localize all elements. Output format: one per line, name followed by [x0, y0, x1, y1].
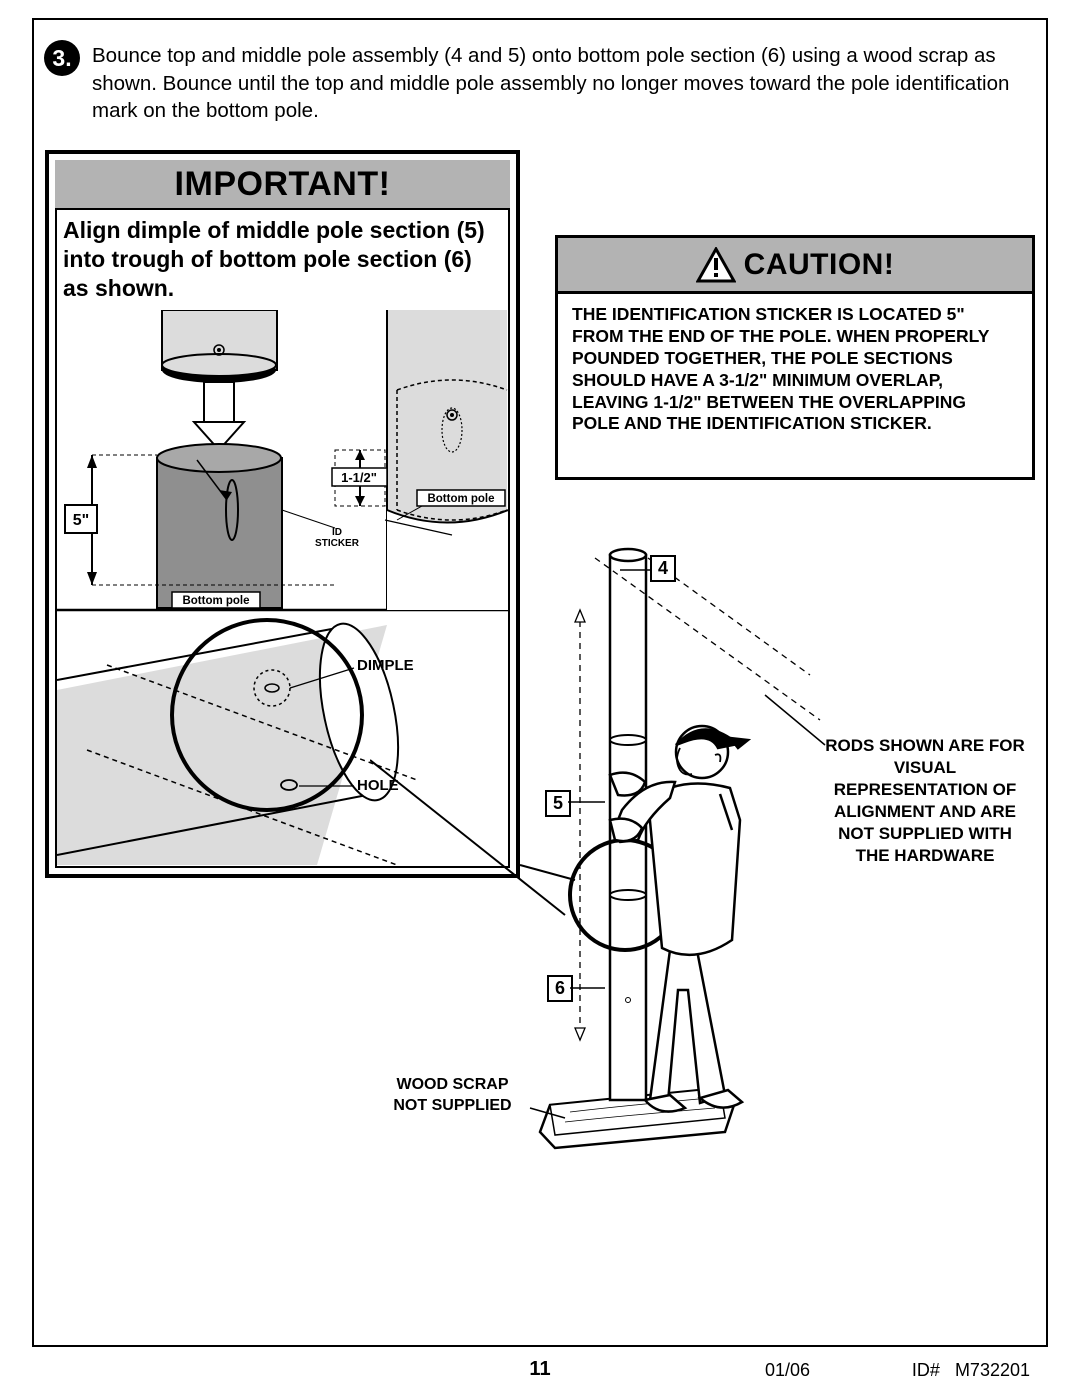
five-inch-label: 5": [73, 512, 89, 529]
warning-triangle-icon: [696, 247, 736, 283]
page: 3. Bounce top and middle pole assembly (…: [0, 0, 1080, 1397]
bottom-pole-label-1: Bottom pole: [182, 595, 249, 607]
wood-scrap-line2: NOT SUPPLIED: [393, 1097, 511, 1114]
rods-note: RODS SHOWN ARE FOR VISUAL REPRESENTATION…: [825, 735, 1025, 868]
footer-id: ID# M732201: [912, 1360, 1030, 1381]
footer-id-label: ID#: [912, 1360, 940, 1380]
caution-header: CAUTION!: [558, 238, 1032, 294]
callout-4: 4: [650, 555, 676, 582]
wood-scrap-line1: WOOD SCRAP: [397, 1076, 509, 1093]
id-sticker-label-2: STICKER: [315, 538, 360, 549]
important-subtitle: Align dimple of middle pole section (5) …: [63, 216, 502, 302]
dimple-hole-detail: [57, 617, 417, 865]
caution-panel: CAUTION! THE IDENTIFICATION STICKER IS L…: [555, 235, 1035, 480]
footer-id-value: M732201: [955, 1360, 1030, 1380]
important-title: IMPORTANT!: [55, 160, 510, 210]
bottom-pole-label-2: Bottom pole: [427, 493, 494, 505]
one-half-label: 1-1/2": [341, 470, 377, 485]
pole-insert-detail: [157, 310, 282, 608]
step-number-badge: 3.: [44, 40, 80, 76]
caution-title: CAUTION!: [744, 248, 895, 282]
wood-scrap-label: WOOD SCRAP NOT SUPPLIED: [375, 1075, 530, 1117]
callout-5: 5: [545, 790, 571, 817]
caution-body-text: THE IDENTIFICATION STICKER IS LOCATED 5"…: [558, 294, 1032, 445]
id-sticker-label-1: ID: [332, 527, 342, 538]
callout-6: 6: [547, 975, 573, 1002]
footer-date: 01/06: [765, 1360, 810, 1381]
step-instruction-text: Bounce top and middle pole assembly (4 a…: [92, 42, 1032, 125]
